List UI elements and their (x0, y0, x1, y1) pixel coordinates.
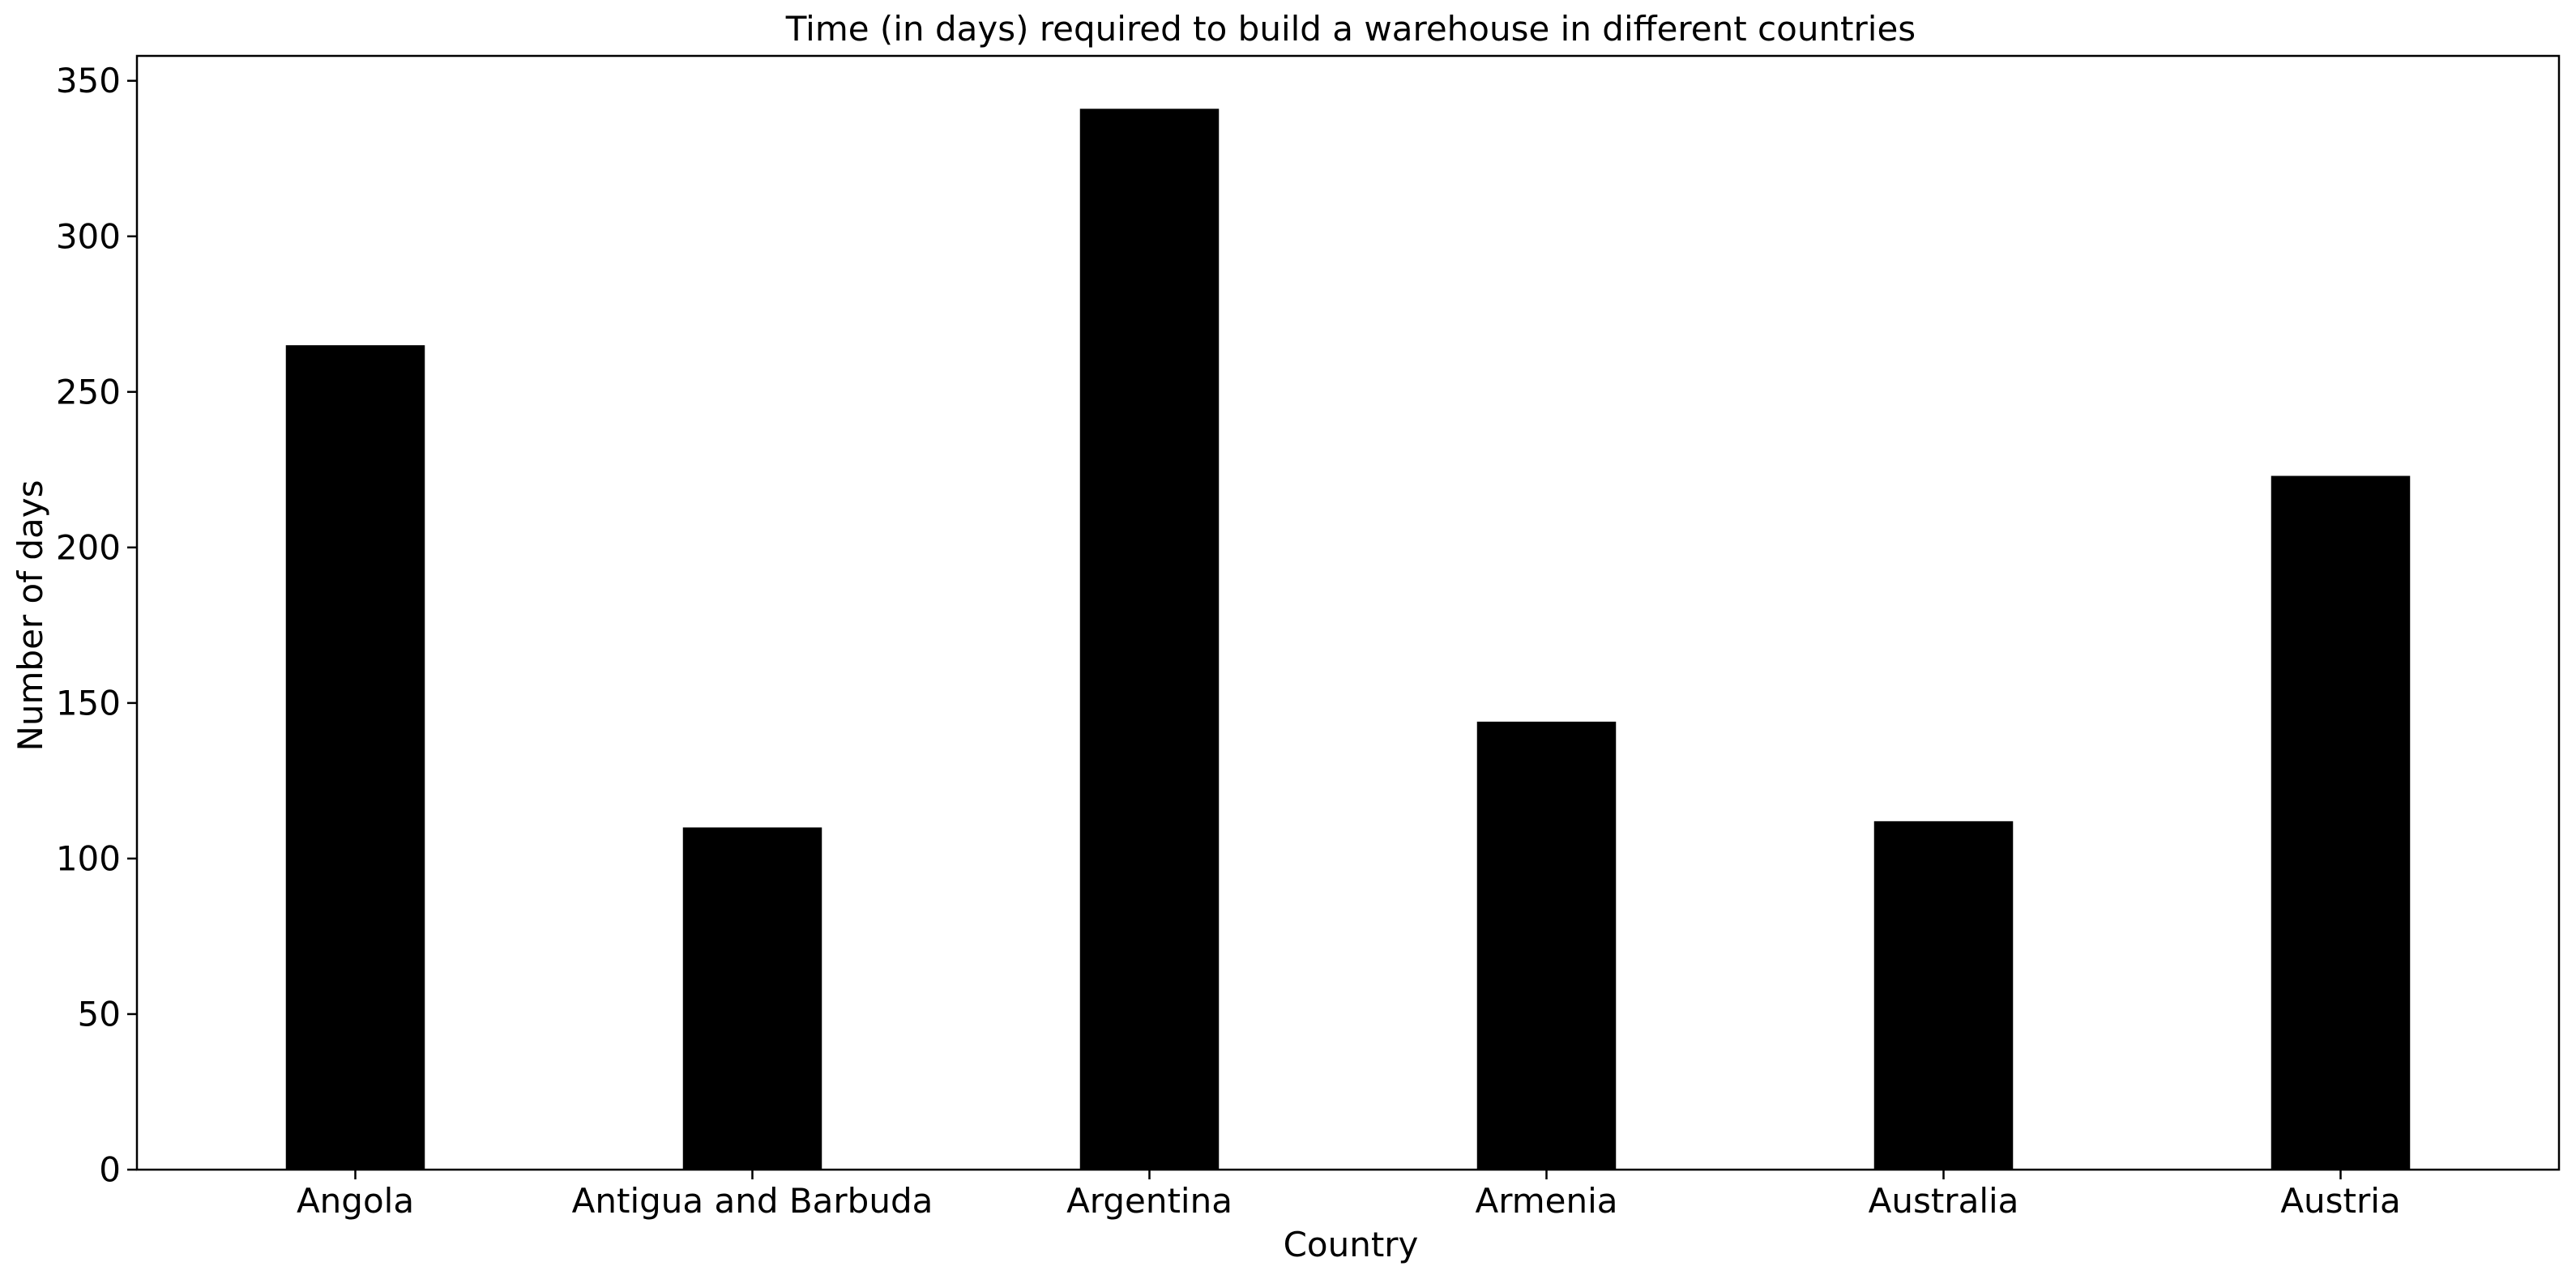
y-tick-label: 250 (56, 372, 121, 411)
y-tick-label: 200 (56, 527, 121, 567)
x-axis-ticks: Angola Antigua and Barbuda Argentina Armeni… (297, 1170, 2401, 1221)
x-axis-label: Country (1284, 1225, 1419, 1264)
y-tick-label: 100 (56, 838, 121, 878)
bar-australia (1873, 821, 2014, 1170)
bars-layer (285, 109, 2411, 1170)
x-tick-label: Armenia (1475, 1181, 1617, 1221)
bar-argentina (1079, 109, 1220, 1170)
bar-antigua-and-barbuda (682, 827, 822, 1170)
x-tick-label: Australia (1869, 1181, 2019, 1221)
bar-austria (2271, 475, 2411, 1170)
y-tick-label: 300 (56, 216, 121, 256)
y-tick-label: 50 (78, 994, 121, 1034)
y-axis-ticks: 0 50 100 150 200 250 300 350 (56, 61, 137, 1190)
y-tick-label: 150 (56, 683, 121, 723)
x-tick-label: Austria (2280, 1181, 2400, 1221)
bar-armenia (1476, 721, 1617, 1170)
plot-frame (135, 54, 2561, 1171)
y-axis-label: Number of days (11, 480, 50, 751)
y-tick-label: 350 (56, 61, 121, 100)
y-tick-label: 0 (99, 1150, 121, 1190)
x-tick-label: Angola (297, 1181, 414, 1221)
bar-angola (285, 345, 425, 1170)
chart-title: Time (in days) required to build a wareh… (785, 9, 1916, 49)
x-tick-label: Argentina (1066, 1181, 1232, 1221)
x-tick-label: Antigua and Barbuda (572, 1181, 933, 1221)
